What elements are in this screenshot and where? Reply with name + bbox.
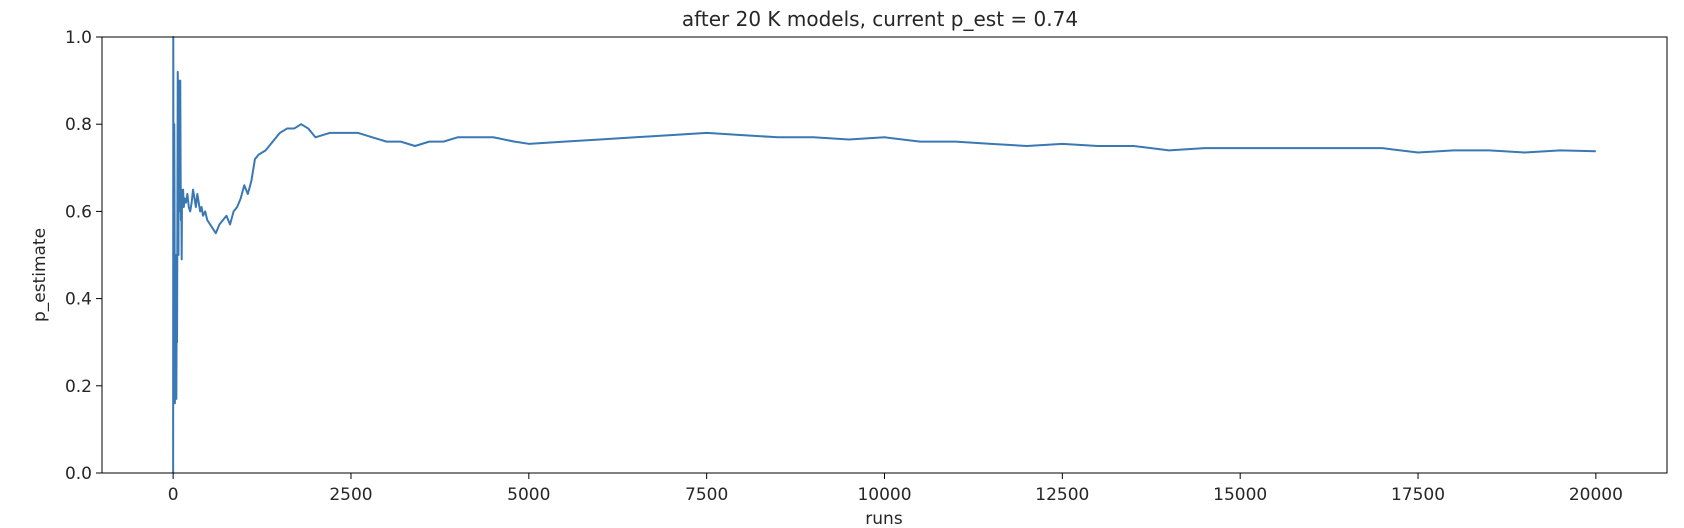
- y-tick-label: 1.0: [65, 28, 92, 48]
- plot-area: [101, 36, 1668, 474]
- x-tick-label: 7500: [685, 485, 728, 505]
- x-tick-label: 0: [168, 485, 179, 505]
- x-tick-label: 10000: [857, 485, 911, 505]
- chart-title: after 20 K models, current p_est = 0.74: [682, 7, 1078, 31]
- y-tick-label: 0.4: [65, 290, 92, 310]
- x-axis-label: runs: [865, 509, 903, 528]
- y-tick-label: 0.0: [65, 464, 92, 484]
- y-axis-label: p_estimate: [30, 228, 50, 322]
- plot-frame: [101, 36, 1668, 474]
- series-line-0: [172, 36, 1596, 474]
- x-tick-label: 15000: [1213, 485, 1267, 505]
- x-tick-label: 2500: [329, 485, 372, 505]
- axis-ticks: 0 2500 5000 7500 10000 12500 15000 17500 20000 0.…: [65, 28, 1623, 505]
- x-tick-label: 20000: [1569, 485, 1623, 505]
- y-tick-label: 0.2: [65, 377, 92, 397]
- x-tick-label: 5000: [507, 485, 550, 505]
- x-tick-label: 17500: [1391, 485, 1445, 505]
- y-tick-label: 0.6: [65, 202, 92, 222]
- x-tick-label: 12500: [1035, 485, 1089, 505]
- y-tick-label: 0.8: [65, 115, 92, 135]
